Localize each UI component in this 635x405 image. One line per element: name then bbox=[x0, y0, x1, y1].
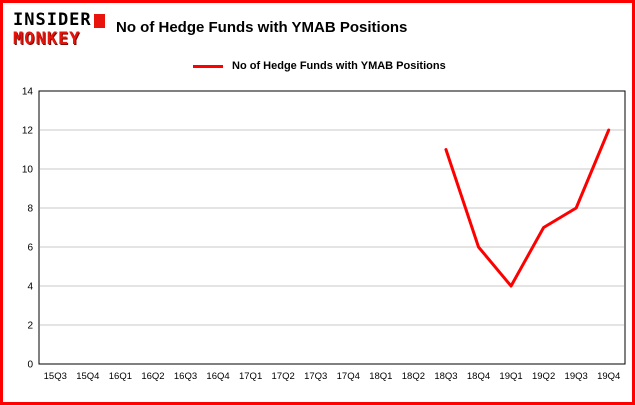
y-axis-tick-label: 2 bbox=[27, 321, 33, 332]
x-axis-tick-label: 19Q4 bbox=[597, 371, 620, 382]
plot-border bbox=[38, 90, 626, 365]
y-axis-tick-label: 8 bbox=[27, 204, 33, 215]
data-line bbox=[444, 128, 611, 288]
x-axis-tick-label: 18Q2 bbox=[402, 371, 425, 382]
logo-text-monkey: MONKEY bbox=[13, 29, 81, 49]
legend: No of Hedge Funds with YMAB Positions bbox=[193, 60, 446, 72]
x-axis-tick-label: 17Q4 bbox=[337, 371, 360, 382]
x-axis-tick-label: 19Q3 bbox=[565, 371, 588, 382]
x-axis-tick-label: 16Q3 bbox=[174, 371, 197, 382]
logo-red-block-icon bbox=[93, 13, 105, 28]
x-axis-tick-label: 18Q1 bbox=[369, 371, 392, 382]
legend-label: No of Hedge Funds with YMAB Positions bbox=[232, 60, 446, 72]
x-axis-tick-label: 17Q1 bbox=[239, 371, 262, 382]
chart-title: No of Hedge Funds with YMAB Positions bbox=[116, 19, 408, 36]
y-axis-tick-label: 4 bbox=[27, 282, 33, 293]
logo-text-insider: INSIDER bbox=[13, 10, 92, 30]
insider-monkey-logo: INSIDER MONKEY bbox=[13, 12, 105, 48]
x-axis-tick-label: 16Q4 bbox=[206, 371, 229, 382]
x-axis-tick-label: 19Q2 bbox=[532, 371, 555, 382]
x-axis-tick-label: 16Q1 bbox=[109, 371, 132, 382]
logo-line1: INSIDER bbox=[13, 12, 105, 29]
x-axis-tick-label: 18Q3 bbox=[434, 371, 457, 382]
y-axis-tick-label: 6 bbox=[27, 243, 33, 254]
y-axis-tick-label: 10 bbox=[22, 165, 34, 176]
y-axis-tick-label: 14 bbox=[22, 87, 34, 98]
x-axis-tick-label: 17Q3 bbox=[304, 371, 327, 382]
y-axis-tick-label: 0 bbox=[27, 360, 33, 371]
x-axis-tick-label: 18Q4 bbox=[467, 371, 490, 382]
x-axis-tick-label: 17Q2 bbox=[272, 371, 295, 382]
x-axis-tick-label: 15Q3 bbox=[44, 371, 67, 382]
x-axis-tick-label: 19Q1 bbox=[499, 371, 522, 382]
line-chart-canvas: 0 2 4 6 8 10 12 14 15Q3 15Q4 16Q1 16Q2 16Q3 16Q4 17Q1 1… bbox=[22, 87, 626, 382]
x-axis-tick-label: 16Q2 bbox=[141, 371, 164, 382]
x-axis-tick-label: 15Q4 bbox=[76, 371, 99, 382]
y-axis-tick-label: 12 bbox=[22, 126, 34, 137]
legend-line-swatch bbox=[193, 64, 223, 68]
